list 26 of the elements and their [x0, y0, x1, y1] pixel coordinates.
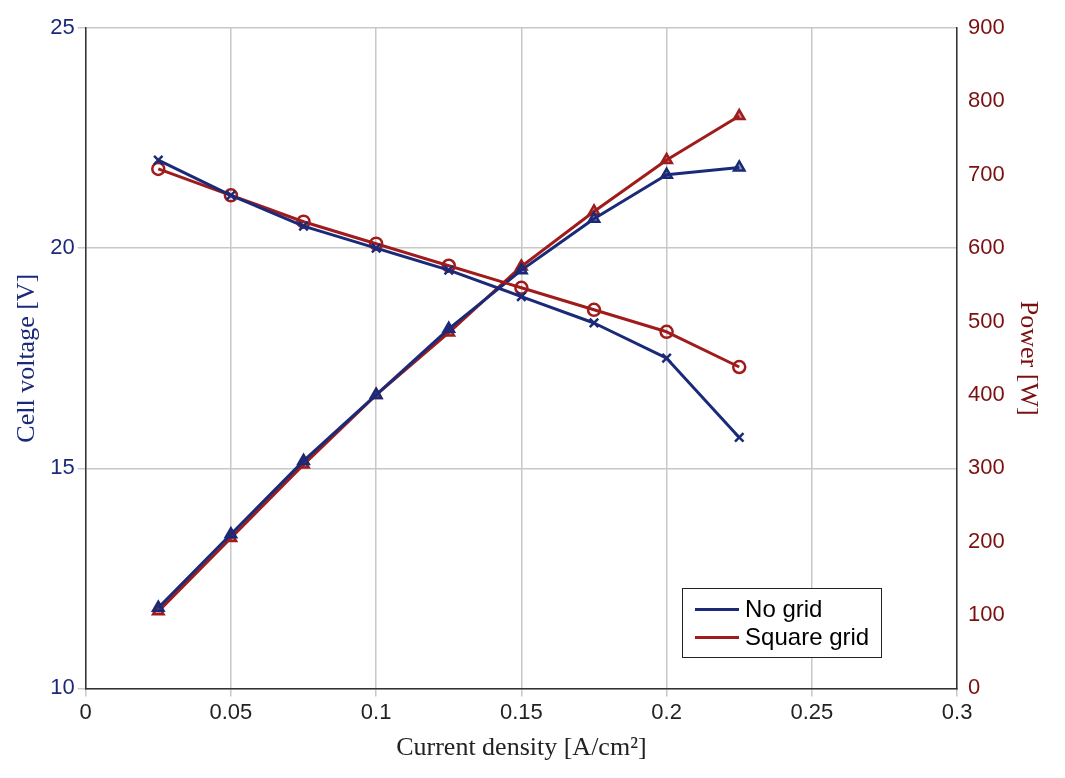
- y-tick-label: 25: [50, 14, 75, 40]
- y2-tick-label: 700: [968, 160, 1005, 186]
- y2-tick-label: 100: [968, 601, 1005, 627]
- y2-tick-label: 400: [968, 380, 1005, 406]
- y2-tick-label: 800: [968, 87, 1005, 113]
- legend-label: Square grid: [745, 623, 870, 652]
- x-tick-label: 0.25: [790, 698, 834, 724]
- y2-tick-label: 900: [968, 14, 1005, 40]
- y-tick-label: 10: [50, 674, 75, 700]
- x-tick-label: 0.05: [209, 698, 253, 724]
- y2-tick-label: 200: [968, 527, 1005, 553]
- x-tick-label: 0.2: [651, 698, 682, 724]
- y-tick-label: 15: [50, 454, 75, 480]
- x-tick-label: 0.15: [499, 698, 543, 724]
- y2-tick-label: 300: [968, 454, 1005, 480]
- x-tick-label: 0.1: [360, 698, 392, 724]
- x-tick-label: 0: [79, 698, 92, 724]
- y2-tick-label: 0: [968, 674, 981, 700]
- y2-tick-label: 600: [968, 234, 1005, 260]
- y2-tick-label: 500: [968, 307, 1005, 333]
- x-axis-title: Current density [A/cm²]: [396, 732, 647, 762]
- legend-label: No grid: [745, 595, 823, 624]
- x-tick-label: 0.3: [941, 698, 973, 724]
- y-axis-title: Cell voltage [V]: [11, 273, 41, 443]
- y-tick-label: 20: [50, 234, 75, 260]
- y2-axis-title: Power [W]: [1014, 300, 1044, 416]
